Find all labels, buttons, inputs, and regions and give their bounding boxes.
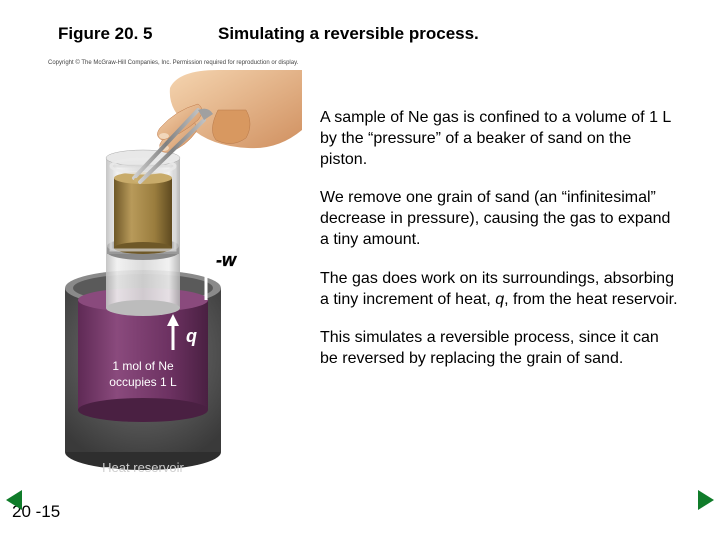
mol-line1: 1 mol of Ne bbox=[112, 359, 174, 373]
paragraph-1: A sample of Ne gas is confined to a volu… bbox=[320, 108, 680, 170]
hand bbox=[157, 70, 302, 152]
reservoir-label: Heat reservoir bbox=[102, 460, 184, 475]
next-button[interactable] bbox=[698, 490, 714, 510]
description-paragraphs: A sample of Ne gas is confined to a volu… bbox=[320, 108, 680, 388]
svg-text:-w: -w bbox=[216, 250, 237, 270]
paragraph-2: We remove one grain of sand (an “infinit… bbox=[320, 188, 680, 250]
paragraph-3: The gas does work on its surroundings, a… bbox=[320, 269, 680, 311]
figure-label: Figure 20. 5 bbox=[58, 24, 152, 44]
q-label: q bbox=[186, 326, 197, 346]
p3-b: , from the heat reservoir. bbox=[504, 291, 677, 308]
mol-line2: occupies 1 L bbox=[109, 375, 177, 389]
p3-q: q bbox=[495, 291, 504, 308]
copyright-text: Copyright © The McGraw-Hill Companies, I… bbox=[48, 60, 298, 66]
previous-button[interactable] bbox=[6, 490, 22, 510]
figure-illustration: 1 mol of Ne occupies 1 L Heat reservoir … bbox=[48, 70, 302, 484]
figure-title: Simulating a reversible process. bbox=[218, 24, 479, 44]
paragraph-4: This simulates a reversible process, sin… bbox=[320, 328, 680, 370]
